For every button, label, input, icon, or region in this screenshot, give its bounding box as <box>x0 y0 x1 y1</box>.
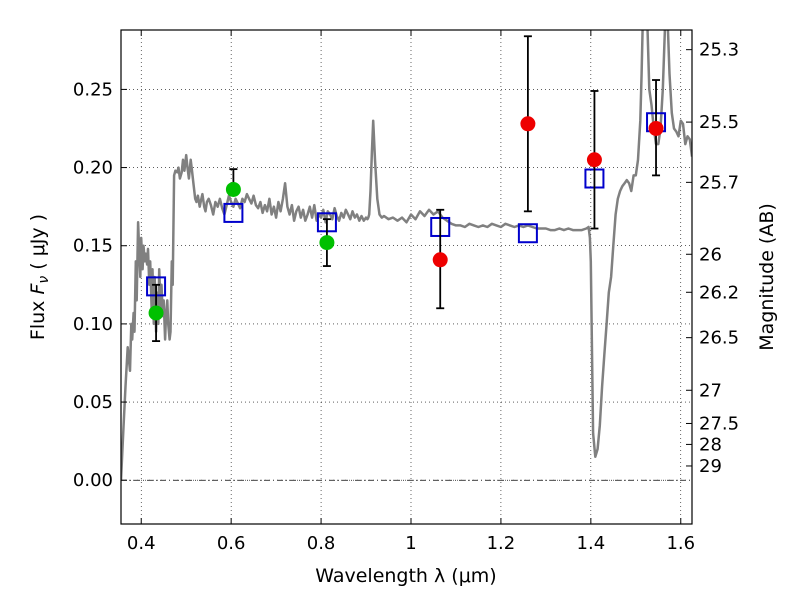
mag-tick-label: 26 <box>699 244 722 265</box>
photometry-point <box>586 152 602 168</box>
model-flux-square <box>223 202 244 223</box>
y2-axis-title: Magnitude (AB) <box>756 203 778 351</box>
x-tick-label: 1.6 <box>666 533 695 554</box>
plot-frame <box>120 29 693 525</box>
y-axis-title-suffix: ( μJy ) <box>27 214 49 276</box>
y-axis-title-subscript: ν <box>36 276 52 284</box>
photometry-point <box>432 252 448 268</box>
mag-tick-label: 25.7 <box>699 172 739 193</box>
mag-tick-label: 29 <box>699 456 722 477</box>
photometry-point <box>520 116 536 132</box>
template-spectrum-line <box>121 30 692 481</box>
mag-tick-label: 25.3 <box>699 40 739 61</box>
x-tick-label: 1.4 <box>577 533 606 554</box>
photometry-point <box>225 181 241 197</box>
photometry-point <box>648 120 664 136</box>
x-tick-label: 0.6 <box>217 533 246 554</box>
y-axis-title-symbol: F <box>27 283 49 295</box>
x-axis-title: Wavelength λ (μm) <box>315 565 496 587</box>
x-tick-label: 1 <box>405 533 416 554</box>
y-axis-title-prefix: Flux <box>27 295 49 341</box>
model-flux-square <box>517 223 538 244</box>
y-tick-label: 0.00 <box>73 470 113 491</box>
y-tick-label: 0.20 <box>73 158 113 179</box>
mag-tick-label: 26.2 <box>699 282 739 303</box>
mag-tick-label: 25.5 <box>699 112 739 133</box>
y-tick-label: 0.25 <box>73 79 113 100</box>
plot-area <box>121 30 692 481</box>
mag-tick-label: 27 <box>699 380 722 401</box>
y-tick-label: 0.10 <box>73 314 113 335</box>
y-tick-label: 0.15 <box>73 236 113 257</box>
x-tick-label: 0.4 <box>127 533 156 554</box>
x-tick-label: 0.8 <box>307 533 336 554</box>
photometry-point <box>148 305 164 321</box>
mag-tick-label: 27.5 <box>699 413 739 434</box>
y-axis-title: Flux Fν ( μJy ) <box>27 214 52 340</box>
photometry-point <box>319 235 335 251</box>
y-tick-label: 0.05 <box>73 392 113 413</box>
mag-tick-label: 26.5 <box>699 328 739 349</box>
ticks: 0.4 0.6 0.8 1 1.2 1.4 1.6 0.00 0.05 0.10 0.15 0.20 0… <box>73 30 739 554</box>
x-tick-label: 1.2 <box>487 533 516 554</box>
mag-tick-label: 28 <box>699 434 722 455</box>
plot-background <box>121 30 692 524</box>
